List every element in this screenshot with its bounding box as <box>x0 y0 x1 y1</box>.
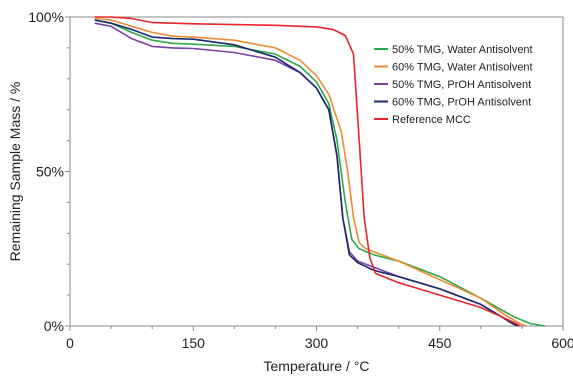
series-line-1 <box>94 19 546 327</box>
y-tick-label: 0% <box>44 318 64 334</box>
legend-entry-3: 50% TMG, PrOH Antisolvent <box>392 79 531 91</box>
y-tick-label: 100% <box>28 9 64 25</box>
x-axis-label: Temperature / °C <box>264 358 370 374</box>
legend-entry-4: 60% TMG, PrOH Antisolvent <box>392 97 531 109</box>
x-tick-label: 600 <box>551 335 573 351</box>
y-axis-ticks: 0% 50% 100% <box>28 9 70 334</box>
x-tick-label: 0 <box>66 335 74 351</box>
series-line-5 <box>94 16 521 327</box>
legend: 50% TMG, Water Antisolvent 60% TMG, Water… <box>374 44 533 126</box>
x-tick-label: 150 <box>182 335 206 351</box>
series-line-4 <box>94 19 519 327</box>
legend-entry-2: 60% TMG, Water Antisolvent <box>392 62 533 74</box>
series-line-2 <box>94 17 527 327</box>
legend-entry-1: 50% TMG, Water Antisolvent <box>392 44 533 56</box>
y-tick-label: 50% <box>36 164 64 180</box>
legend-entry-5: Reference MCC <box>392 114 471 126</box>
x-tick-label: 450 <box>428 335 452 351</box>
x-axis-ticks: 0 150 300 450 600 <box>66 326 573 351</box>
x-tick-label: 300 <box>305 335 329 351</box>
series-layer <box>94 16 546 327</box>
y-axis-label: Remaining Sample Mass / % <box>7 82 23 262</box>
